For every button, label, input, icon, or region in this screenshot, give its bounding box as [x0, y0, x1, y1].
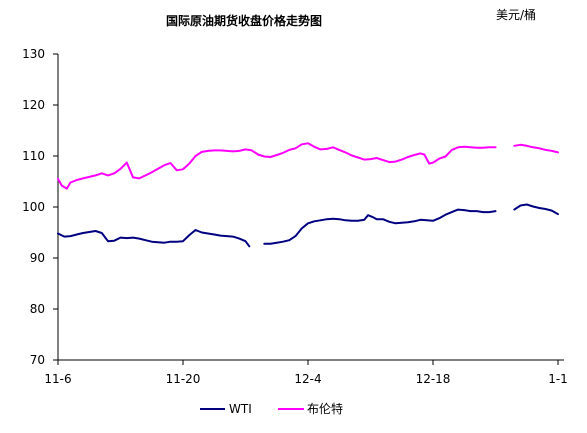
chart-title: 国际原油期货收盘价格走势图	[166, 13, 322, 28]
unit-label: 美元/桶	[496, 7, 536, 22]
x-tick-label: 12-4	[294, 372, 321, 386]
y-tick-label: 100	[22, 200, 45, 214]
series-line-brent	[57, 142, 497, 190]
y-tick-label: 70	[30, 353, 45, 367]
x-tick-label: 11-6	[44, 372, 71, 386]
legend: WTI 布伦特	[200, 401, 343, 416]
axes	[57, 54, 564, 361]
legend-label-wti: WTI	[229, 402, 252, 416]
y-tick-label: 110	[22, 149, 45, 163]
y-tick-label: 120	[22, 98, 45, 112]
series-line-brent	[513, 143, 559, 154]
x-tick-label: 11-20	[166, 372, 201, 386]
legend-label-brent: 布伦特	[307, 401, 343, 416]
x-tick-label: 1-1	[548, 372, 568, 386]
x-tick-label: 12-18	[416, 372, 451, 386]
series-line-wti	[263, 208, 497, 245]
y-tick-label: 130	[22, 47, 45, 61]
y-tick-label: 80	[30, 302, 45, 316]
series-line-wti	[513, 203, 559, 216]
y-axis-ticks: 70 80 90 100 110 120 130	[22, 47, 58, 367]
x-axis-ticks: 11-6 11-20 12-4 12-18 1-1	[44, 360, 568, 386]
y-tick-label: 90	[30, 251, 45, 265]
series-line-wti	[57, 229, 251, 248]
series-lines	[57, 142, 559, 248]
